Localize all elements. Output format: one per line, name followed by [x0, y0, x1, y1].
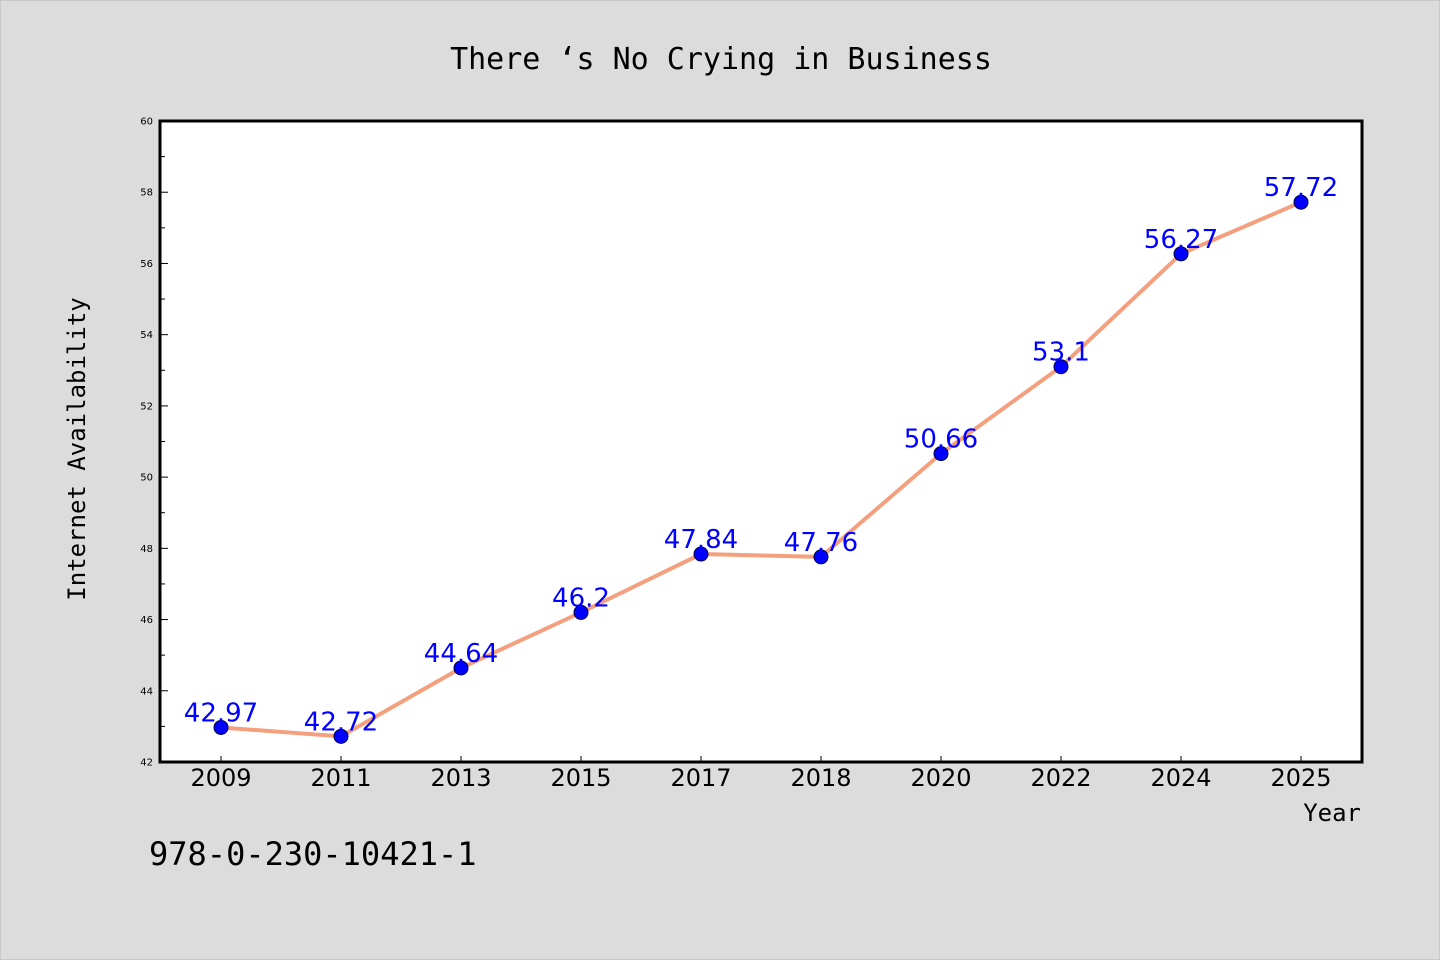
- y-tick-label: 44: [140, 686, 153, 697]
- y-axis-label: Internet Availability: [63, 297, 91, 600]
- data-label: 47.84: [664, 525, 738, 555]
- data-point: [693, 546, 709, 562]
- data-point: [453, 660, 469, 676]
- y-tick-label: 54: [140, 330, 153, 341]
- x-tick-label: 2024: [1150, 764, 1211, 792]
- data-label: 42.97: [184, 698, 258, 728]
- y-tick-label: 42: [140, 758, 153, 769]
- x-tick-label: 2020: [910, 764, 971, 792]
- x-tick-label: 2022: [1030, 764, 1091, 792]
- x-axis: 2009 2011 2013 2015 2017 2018 2020 2022 2024 2025: [190, 756, 1332, 792]
- y-tick-label: 50: [140, 473, 153, 484]
- data-label: 53.1: [1032, 338, 1090, 368]
- data-point: [1293, 194, 1309, 210]
- x-tick-label: 2015: [550, 764, 611, 792]
- data-point: [1053, 359, 1069, 375]
- data-point: [813, 549, 829, 565]
- x-axis-label: Year: [1303, 799, 1361, 827]
- x-tick-label: 2013: [430, 764, 491, 792]
- data-points-group: [213, 194, 1309, 744]
- y-axis: 42 44 46 48 50 52 54 56 58 60: [140, 117, 168, 769]
- data-point: [933, 446, 949, 462]
- data-label: 47.76: [784, 528, 858, 558]
- x-tick-label: 2017: [670, 764, 731, 792]
- data-label: 46.2: [552, 583, 610, 613]
- x-tick-label: 2018: [790, 764, 851, 792]
- y-tick-label: 48: [140, 544, 153, 555]
- data-point: [573, 604, 589, 620]
- data-labels-group: 42.97 42.72 44.64 46.2 47.84 47.76 50.66 53.1 56…: [184, 173, 1338, 737]
- data-point: [333, 728, 349, 744]
- data-label: 44.64: [424, 639, 498, 669]
- x-tick-label: 2009: [190, 764, 251, 792]
- data-point: [213, 719, 229, 735]
- data-label: 42.72: [304, 707, 378, 737]
- x-tick-label: 2025: [1270, 764, 1331, 792]
- y-tick-label: 60: [140, 117, 153, 128]
- series-line: [219, 200, 1303, 739]
- data-label: 50.66: [904, 425, 978, 455]
- chart-title: There ‘s No Crying in Business: [450, 42, 992, 77]
- y-tick-label: 46: [140, 615, 153, 626]
- data-point: [1173, 246, 1189, 262]
- series-line-group: [219, 200, 1303, 739]
- y-tick-label: 52: [140, 401, 153, 412]
- y-tick-label: 56: [140, 259, 153, 270]
- isbn-text: 978-0-230-10421-1: [149, 835, 477, 873]
- x-tick-label: 2011: [310, 764, 371, 792]
- plot-area: [158, 119, 1364, 764]
- y-tick-label: 58: [140, 188, 153, 199]
- data-label: 56.27: [1144, 225, 1218, 255]
- data-label: 57.72: [1264, 173, 1338, 203]
